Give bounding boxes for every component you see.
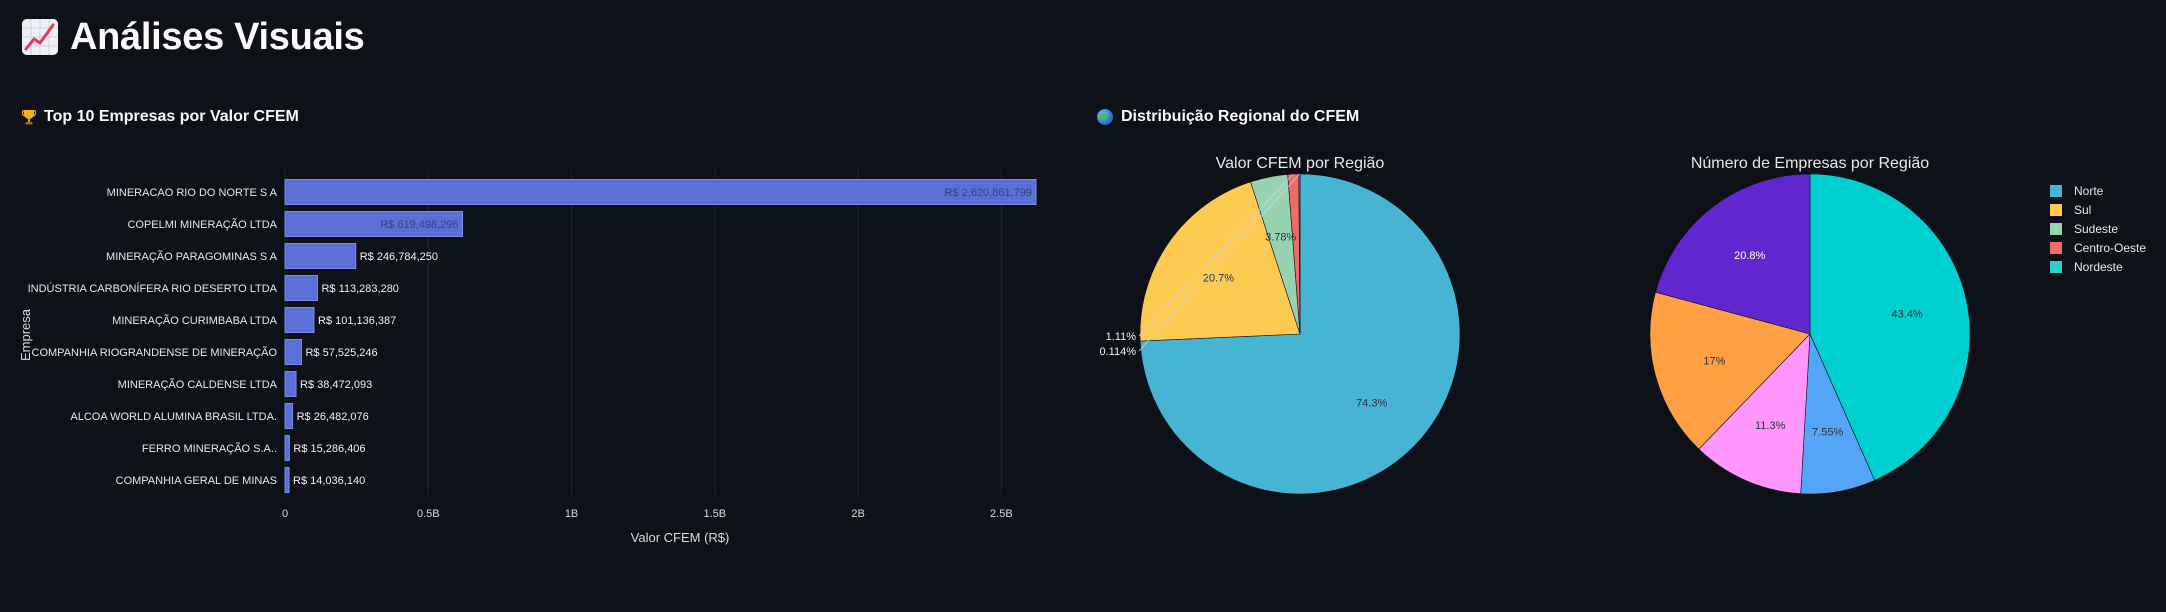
pie-chart-numero-empresas: Número de Empresas por Região 43.4% 7.55%…	[1649, 155, 1971, 495]
bar-data-label: R$ 2,620,861,799	[945, 187, 1032, 199]
legend-label: Nordeste	[2074, 259, 2123, 274]
bar	[284, 307, 315, 333]
legend-swatch	[2050, 184, 2062, 197]
bar	[284, 403, 294, 429]
pie-slice-label: 1.11%	[1106, 331, 1137, 343]
bar-x-tick-label: 0.5B	[417, 508, 440, 520]
bar	[284, 275, 318, 301]
bar-category-label: MINERAÇÃO PARAGOMINAS S A	[106, 250, 278, 263]
bar-x-tick-label: 2B	[851, 508, 864, 520]
pie-slice-label: 74.3%	[1356, 398, 1387, 410]
bar-category-label: INDÚSTRIA CARBONÍFERA RIO DESERTO LTDA	[28, 282, 278, 295]
bar-data-label: R$ 26,482,076	[297, 411, 369, 423]
bar	[284, 339, 302, 365]
bar-data-label: R$ 15,286,406	[293, 443, 365, 455]
globe-icon	[1097, 109, 1113, 125]
legend-label: Centro-Oeste	[2074, 240, 2147, 255]
pie-2-slices	[1649, 173, 1971, 495]
pie-slice-label: 3.78%	[1265, 232, 1296, 244]
legend-label: Norte	[2074, 183, 2104, 198]
bar-x-tick-label: 0	[282, 508, 288, 520]
legend-item[interactable]: Nordeste	[2050, 257, 2146, 276]
bar-category-label: MINERAÇÃO CURIMBABA LTDA	[112, 314, 277, 327]
bar-data-label: R$ 619,498,296	[380, 219, 458, 231]
bar-category-label: ALCOA WORLD ALUMINA BRASIL LTDA.	[70, 411, 277, 423]
bar-x-tick-label: 2.5B	[990, 508, 1013, 520]
legend-swatch	[2050, 260, 2062, 273]
legend-item[interactable]: Sul	[2050, 200, 2146, 219]
pie-2-labels: 43.4% 7.55% 11.3% 17% 20.8%	[1703, 250, 1923, 438]
pie-slice	[1649, 291, 1811, 450]
legend-swatch	[2050, 222, 2062, 235]
pie-slice-label: 7.55%	[1812, 427, 1843, 439]
legend-item[interactable]: Sudeste	[2050, 219, 2146, 238]
trophy-icon	[21, 109, 37, 125]
page-title: Análises Visuais	[22, 14, 365, 60]
bar	[284, 211, 464, 237]
bar-data-label: R$ 57,525,246	[305, 347, 377, 359]
legend-label: Sudeste	[2074, 221, 2119, 236]
pie-slice-label: 0.114%	[1100, 346, 1136, 358]
pie-2-title: Número de Empresas por Região	[1691, 155, 1929, 172]
bar-section-title: Top 10 Empresas por Valor CFEM	[44, 108, 299, 125]
pie-section-heading: Distribuição Regional do CFEM	[1097, 108, 1359, 126]
bar-y-axis-title: Empresa	[18, 308, 33, 361]
pie-label-leader	[1138, 173, 1300, 352]
legend-swatch	[2050, 241, 2062, 254]
pie-slice-label: 20.8%	[1734, 250, 1765, 262]
bar-data-label: R$ 113,283,280	[321, 283, 398, 295]
pie-slice	[1655, 173, 1811, 335]
bar-data-label: R$ 14,036,140	[293, 475, 365, 487]
legend-label: Sul	[2074, 202, 2092, 217]
pie-chart-valor-cfem: Valor CFEM por Região 74.3% 20.7% 3.78% 1.1…	[1100, 155, 1461, 495]
legend-item[interactable]: Norte	[2050, 181, 2146, 200]
bar-category-labels: MINERACAO RIO DO NORTE S A COPELMI MINERA…	[28, 187, 278, 487]
bar-x-ticks: 0 0.5B 1B 1.5B 2B 2.5B	[282, 508, 1013, 520]
legend-swatch	[2050, 203, 2062, 216]
pie-1-labels: 74.3% 20.7% 3.78% 1.11% 0.114%	[1100, 173, 1387, 410]
legend-item[interactable]: Centro-Oeste	[2050, 238, 2146, 257]
bar-section-heading: Top 10 Empresas por Valor CFEM	[21, 108, 299, 126]
pie-slice	[1298, 173, 1301, 335]
bar-category-label: MINERAÇÃO CALDENSE LTDA	[118, 378, 278, 391]
bar-series: R$ 2,620,861,799 R$ 619,498,296 R$ 246,784…	[284, 179, 1037, 493]
bar-category-label: COPELMI MINERAÇÃO LTDA	[127, 218, 277, 231]
pie-slice-label: 20.7%	[1203, 272, 1234, 284]
bar-category-label: FERRO MINERAÇÃO S.A..	[142, 442, 277, 455]
bar-x-axis-title: Valor CFEM (R$)	[631, 530, 730, 545]
bar	[284, 243, 357, 269]
pie-slice-label: 11.3%	[1755, 420, 1786, 432]
bar	[284, 371, 297, 397]
bar-category-label: COMPANHIA RIOGRANDENSE DE MINERAÇÃO	[32, 346, 278, 359]
pie-legend: Norte Sul Sudeste Centro-Oeste Nordeste	[2050, 181, 2146, 276]
bar	[284, 467, 290, 493]
bar-category-label: COMPANHIA GERAL DE MINAS	[116, 475, 277, 487]
pie-section-title: Distribuição Regional do CFEM	[1121, 108, 1360, 125]
bar-chart: R$ 2,620,861,799 R$ 619,498,296 R$ 246,784…	[18, 170, 1037, 545]
bar-category-label: MINERACAO RIO DO NORTE S A	[107, 187, 278, 199]
pie-1-title: Valor CFEM por Região	[1216, 155, 1385, 172]
page-title-text: Análises Visuais	[70, 15, 365, 58]
bar	[284, 435, 290, 461]
pie-1-slices	[1139, 173, 1461, 495]
bar-data-label: R$ 38,472,093	[300, 379, 372, 391]
bar-x-tick-label: 1.5B	[704, 508, 727, 520]
pie-slice	[1698, 333, 1811, 495]
bar	[284, 179, 1037, 205]
bar-data-label: R$ 101,136,387	[318, 315, 396, 327]
chart-increasing-icon	[22, 19, 58, 55]
pie-label-leader	[1138, 173, 1294, 337]
pie-slice-label: 43.4%	[1891, 309, 1922, 321]
bar-x-tick-label: 1B	[565, 508, 578, 520]
pie-slice	[1809, 173, 1971, 481]
pie-slice-label: 17%	[1703, 355, 1725, 367]
bar-data-label: R$ 246,784,250	[360, 251, 438, 263]
